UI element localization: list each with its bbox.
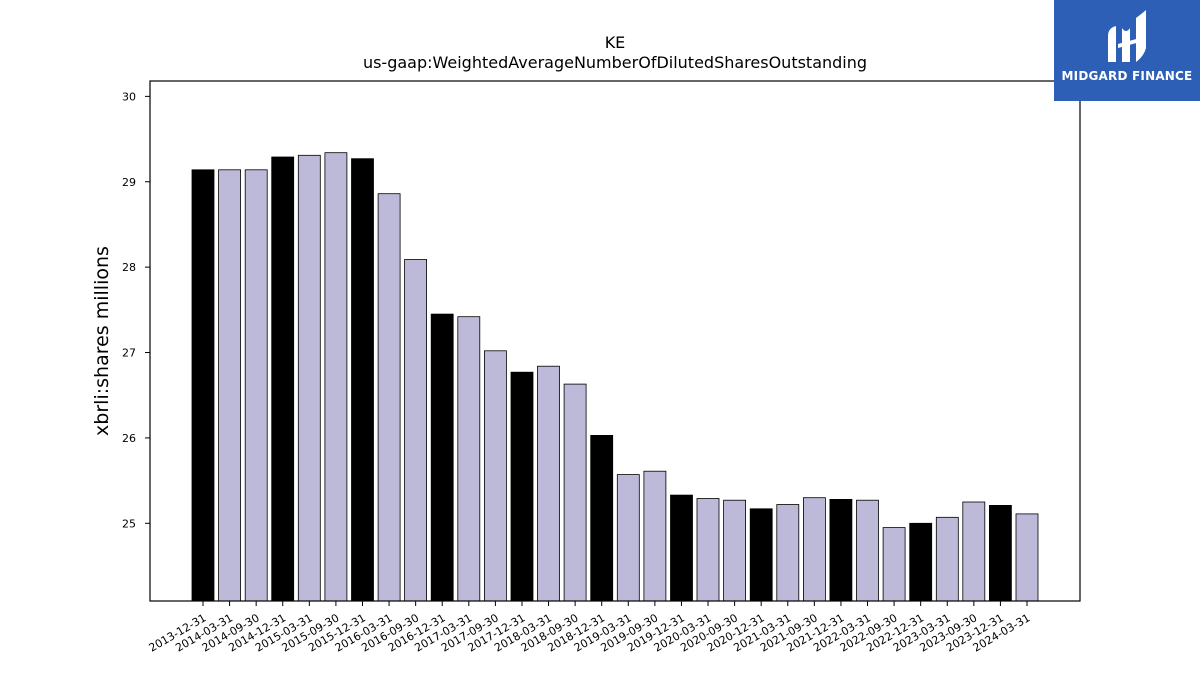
bar-2020-03-31 — [696, 498, 720, 602]
bar-2023-12-31 — [989, 504, 1012, 602]
y-tick-label: 26 — [122, 432, 136, 445]
bar-2022-03-31 — [856, 499, 879, 602]
plot-frame — [149, 80, 1081, 602]
bar-2017-03-31 — [457, 316, 481, 602]
bar-2016-09-30 — [404, 259, 428, 602]
bar-2015-09-30 — [324, 152, 348, 602]
bar-2021-09-30 — [803, 497, 826, 602]
bar-2015-12-31 — [351, 158, 374, 602]
bar-2016-12-31 — [430, 313, 454, 602]
y-axis: 25 26 27 28 29 30 — [122, 90, 150, 530]
y-tick-label: 29 — [122, 176, 136, 189]
bar-2022-09-30 — [882, 527, 906, 602]
brand-name: MIDGARD FINANCE — [1061, 69, 1193, 83]
bar-2021-12-31 — [829, 498, 853, 602]
bar-2021-03-31 — [776, 504, 800, 602]
bar-2024-03-31 — [1015, 513, 1039, 602]
bar-2019-12-31 — [670, 494, 693, 602]
bar-2013-12-31 — [191, 169, 215, 602]
y-tick-label: 25 — [122, 517, 136, 530]
bar-2018-03-31 — [537, 365, 560, 602]
bar-2014-12-31 — [271, 156, 295, 602]
chart-subtitle: us-gaap:WeightedAverageNumberOfDilutedSh… — [363, 53, 867, 72]
y-tick-label: 30 — [122, 90, 136, 103]
midgard-logo-icon — [1108, 10, 1146, 62]
bar-2023-03-31 — [935, 516, 959, 602]
x-axis: 2013-12-312014-03-312014-09-302014-12-31… — [147, 601, 1033, 655]
bar-2018-09-30 — [563, 383, 587, 602]
bar-2020-09-30 — [723, 499, 746, 602]
bars-group — [191, 152, 1039, 602]
bar-2020-12-31 — [749, 508, 773, 602]
bar-2017-09-30 — [483, 350, 507, 602]
y-axis-label: xbrli:shares millions — [91, 246, 113, 436]
bar-2015-03-31 — [297, 154, 321, 602]
chart-title: KE — [605, 33, 626, 52]
y-tick-label: 27 — [122, 347, 136, 360]
bar-2022-12-31 — [909, 522, 933, 602]
bar-2014-03-31 — [218, 169, 242, 602]
brand-logo: MIDGARD FINANCE — [1054, 0, 1200, 101]
bar-2019-03-31 — [616, 474, 640, 602]
y-tick-label: 28 — [122, 261, 136, 274]
bar-2014-09-30 — [244, 169, 268, 602]
bar-2023-09-30 — [962, 501, 986, 602]
bar-2017-12-31 — [510, 371, 534, 602]
bar-2019-09-30 — [643, 470, 667, 602]
bar-2016-03-31 — [377, 193, 401, 602]
bar-2018-12-31 — [590, 434, 614, 602]
